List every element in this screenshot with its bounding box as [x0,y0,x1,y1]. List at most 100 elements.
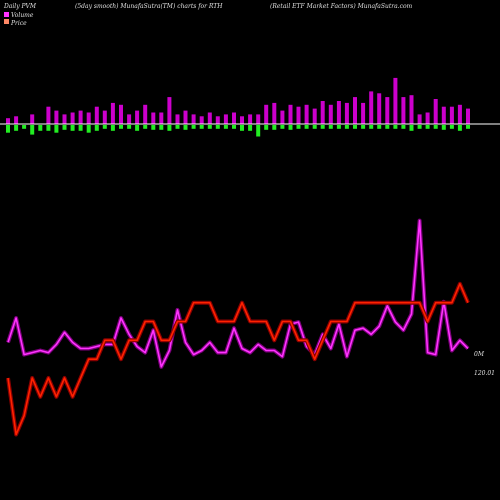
volume-bar-up [361,102,366,124]
volume-bar-up [143,104,148,124]
volume-bar-down [272,125,277,130]
volume-bar-up [30,114,35,124]
volume-bar-up [433,99,438,124]
volume-bar-down [377,125,382,129]
volume-bar-up [14,116,19,124]
volume-bar-down [232,125,236,129]
volume-bar-down [264,125,269,130]
volume-bar-up [102,110,107,124]
volume-bar-up [377,93,382,124]
volume-bar-down [30,125,35,135]
volume-bar-up [191,114,196,124]
volume-bar-up [46,106,51,124]
volume-bar-down [385,125,390,129]
volume-bar-down [191,125,196,129]
volume-bar-down [441,125,446,130]
volume-bar-up [232,112,236,124]
volume-bar-down [102,125,107,129]
volume-bar-up [296,106,301,124]
volume-bar-down [320,125,325,129]
volume-bar-down [110,125,115,131]
volume-bar-down [401,125,406,129]
volume-bar-down [183,125,188,130]
volume-bar-up [353,97,357,124]
volume-bar-down [167,125,172,131]
volume-bar-down [248,125,253,131]
legend-label-volume: Volume [11,12,34,19]
volume-bar-down [457,125,462,131]
volume-bar-down [22,125,27,129]
volume-bar-down [296,125,301,129]
volume-bar-up [401,97,406,124]
volume-bar-up [248,114,253,124]
volume-bar-up [167,97,172,124]
volume-bar-down [344,125,349,129]
volume-bar-down [151,125,156,130]
volume-bar-up [207,112,212,124]
volume-bar-up [135,110,140,124]
volume-bar-down [304,125,309,129]
volume-bar-down [353,125,357,129]
volume-bar-down [78,125,83,131]
volume-bar-down [62,125,67,130]
volume-bar-up [256,114,261,124]
volume-bar-up [264,104,269,124]
volume-bar-up [86,112,91,124]
volume-bar-down [70,125,75,131]
volume-bar-up [240,116,244,124]
volume-bar-down [312,125,317,129]
volume-bar-down [207,125,212,129]
pvm-line-layer [6,218,470,369]
volume-bar-up [304,104,309,124]
volume-bar-down [54,125,59,133]
volume-bar-down [175,125,180,129]
volume-bar-down [393,125,398,129]
volume-bars-layer [6,77,470,137]
legend-swatch-price [4,19,9,24]
volume-bar-down [466,125,470,129]
volume-bar-down [280,125,285,129]
chart-source: (Retail ETF Market Factors) MunafaSutra.… [270,3,413,10]
volume-bar-up [54,110,59,124]
volume-bar-down [215,125,220,129]
volume-bar-up [280,110,285,124]
volume-bar-down [135,125,140,131]
volume-bar-up [344,102,349,124]
price-line [7,282,469,436]
volume-bar-up [183,110,188,124]
volume-bar-up [110,102,115,124]
volume-bar-down [433,125,438,129]
price-line-layer [6,281,470,437]
volume-bar-up [336,101,341,124]
legend-swatch-volume [4,12,9,17]
volume-bar-up [449,106,454,124]
pvm-line [7,219,469,368]
volume-bar-down [14,125,19,131]
volume-bar-down [86,125,91,133]
volume-bar-down [223,125,228,129]
chart-subtitle: (5day smooth) MunafaSutra(TM) charts for… [75,3,223,10]
volume-bar-down [336,125,341,129]
volume-bar-down [127,125,132,129]
volume-bar-up [385,97,390,124]
volume-bar-up [320,101,325,124]
volume-bar-down [119,125,123,129]
volume-bar-down [449,125,454,129]
volume-bar-down [38,125,43,131]
volume-bar-up [223,114,228,124]
volume-bar-up [119,104,123,124]
volume-bar-down [94,125,99,131]
volume-bar-up [466,108,470,124]
volume-bar-up [175,114,180,124]
volume-bar-up [328,104,333,124]
volume-bar-down [417,125,422,129]
volume-bar-down [143,125,148,129]
volume-bar-up [369,91,374,124]
volume-bar-down [199,125,204,129]
volume-bar-up [151,112,156,124]
volume-bar-down [409,125,414,131]
volume-bar-up [70,112,75,124]
volume-bar-down [240,125,244,131]
